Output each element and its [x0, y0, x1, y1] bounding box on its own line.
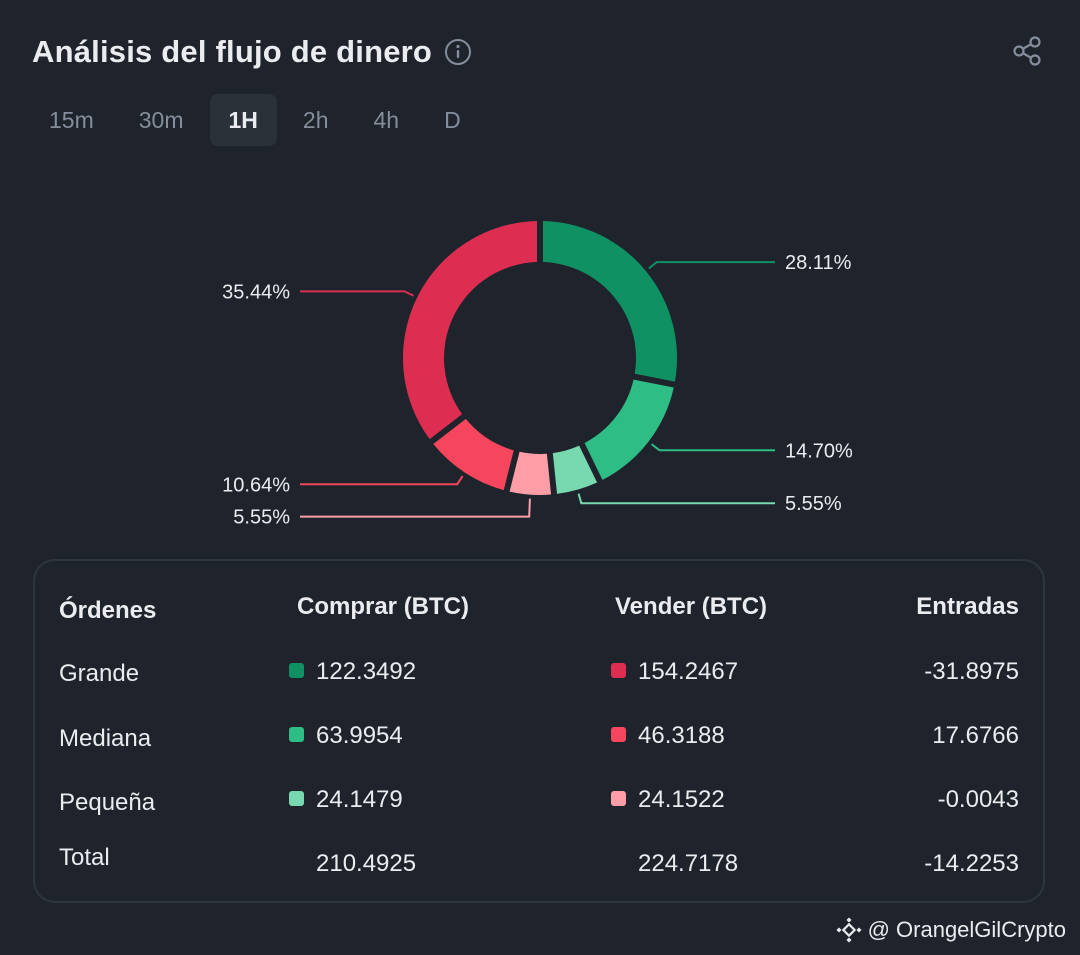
swatch-sell-mediana — [611, 727, 626, 742]
header-orders: Órdenes — [59, 597, 157, 624]
buy-grande: 122.3492 — [289, 658, 416, 686]
donut-label-0: 28.11% — [785, 252, 852, 274]
watermark-text: @ OrangelGilCrypto — [867, 917, 1066, 942]
donut-labels: 28.11% 14.70% 5.55% 5.55% 10.64% 35.44% — [222, 252, 853, 528]
buy-pequena-value: 24.1479 — [316, 786, 403, 813]
row-label-pequena: Pequeña — [59, 789, 156, 816]
tab-d[interactable]: D — [444, 106, 461, 133]
donut-leader-1 — [650, 443, 775, 452]
sell-pequena-value: 24.1522 — [638, 786, 725, 813]
orders-table: Órdenes Comprar (BTC) Vender (BTC) Entra… — [33, 559, 1045, 903]
timeframe-tabs: 15m 30m 1H 2h 4h D — [30, 94, 487, 146]
buy-mediana-value: 63.9954 — [316, 722, 403, 749]
watermark: @ OrangelGilCrypto — [836, 917, 1066, 943]
donut-slice-3[interactable] — [509, 451, 552, 495]
donut-leader-4 — [300, 475, 464, 486]
donut-label-1: 14.70% — [785, 440, 853, 462]
swatch-sell-pequena — [611, 791, 626, 806]
row-label-total: Total — [59, 844, 110, 871]
buy-mediana: 63.9954 — [289, 722, 403, 750]
swatch-buy-mediana — [289, 727, 304, 742]
tab-2h[interactable]: 2h — [302, 106, 329, 133]
tab-1h[interactable]: 1H — [209, 94, 277, 146]
sell-pequena: 24.1522 — [611, 786, 725, 814]
header: Análisis del flujo de dinero — [32, 28, 472, 76]
inflow-pequena: -0.0043 — [937, 786, 1019, 813]
inflow-total: -14.2253 — [924, 850, 1019, 877]
donut-label-5: 35.44% — [222, 281, 290, 303]
donut-slice-2[interactable] — [552, 445, 598, 494]
sell-total: 224.7178 — [638, 850, 739, 877]
row-label-grande: Grande — [59, 660, 140, 687]
row-label-mediana: Mediana — [59, 725, 152, 752]
donut-slice-5[interactable] — [403, 221, 538, 440]
donut-chart: 28.11% 14.70% 5.55% 5.55% 10.64% 35.44% — [222, 221, 853, 529]
share-icon[interactable] — [1010, 34, 1044, 68]
donut-slices — [403, 221, 677, 495]
sell-grande-value: 154.2467 — [638, 658, 739, 685]
swatch-sell-grande — [611, 663, 626, 678]
sell-mediana: 46.3188 — [611, 722, 725, 750]
donut-slice-0[interactable] — [542, 221, 677, 382]
sell-mediana-value: 46.3188 — [638, 722, 725, 749]
inflow-grande: -31.8975 — [924, 658, 1019, 685]
donut-leader-2 — [577, 493, 775, 505]
swatch-buy-grande — [289, 663, 304, 678]
donut-leader-5 — [300, 290, 414, 297]
header-inflow: Entradas — [916, 593, 1019, 620]
tab-4h[interactable]: 4h — [373, 106, 400, 133]
swatch-buy-pequena — [289, 791, 304, 806]
donut-leader-3 — [300, 498, 531, 518]
buy-pequena: 24.1479 — [289, 786, 403, 814]
buy-grande-value: 122.3492 — [316, 658, 417, 685]
page-title: Análisis del flujo de dinero — [32, 34, 433, 69]
buy-total: 210.4925 — [316, 850, 417, 877]
header-buy: Comprar (BTC) — [297, 593, 469, 620]
donut-label-3: 5.55% — [233, 507, 290, 529]
binance-logo-icon — [836, 917, 862, 943]
donut-label-4: 10.64% — [222, 474, 290, 496]
tab-15m[interactable]: 15m — [49, 106, 94, 133]
sell-grande: 154.2467 — [611, 658, 738, 686]
info-circle-icon[interactable] — [444, 38, 472, 66]
donut-leaders — [300, 261, 775, 518]
donut-slice-4[interactable] — [433, 418, 514, 491]
tab-30m[interactable]: 30m — [138, 106, 184, 133]
donut-leader-0 — [648, 261, 775, 270]
header-sell: Vender (BTC) — [615, 593, 768, 620]
donut-label-2: 5.55% — [785, 493, 842, 515]
inflow-mediana: 17.6766 — [932, 722, 1019, 749]
donut-slice-1[interactable] — [584, 379, 674, 480]
